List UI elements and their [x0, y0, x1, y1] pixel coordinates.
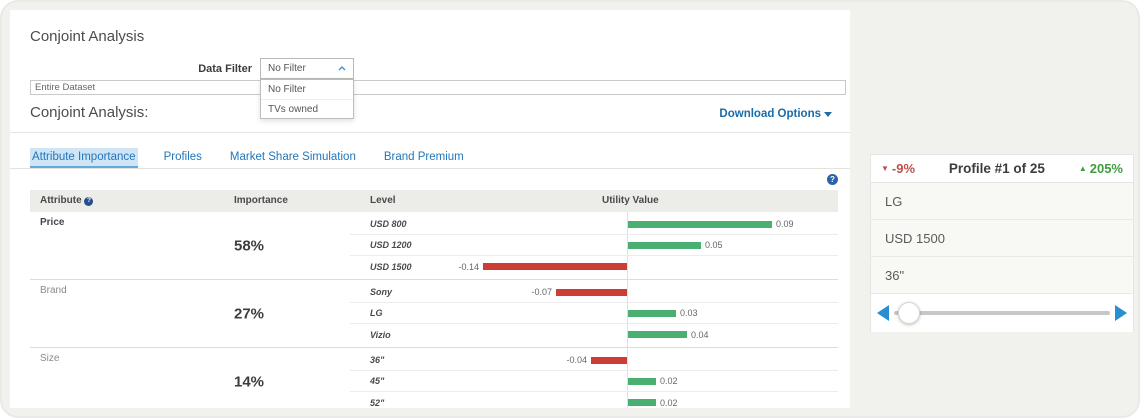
column-header-importance: Importance — [234, 195, 288, 206]
column-header-utility-value: Utility Value — [602, 195, 659, 206]
profile-row-2: 36" — [871, 257, 1133, 294]
dataset-field[interactable] — [30, 80, 846, 95]
column-header-attribute: Attribute ? — [40, 190, 94, 212]
section-title: Conjoint Analysis: — [30, 104, 149, 121]
level-row: 45" 0.02 — [350, 371, 838, 392]
level-label: 45" — [370, 376, 385, 386]
utility-value-label: -0.07 — [531, 287, 552, 297]
slider-prev-arrow[interactable] — [877, 305, 889, 321]
table-help-icon[interactable]: ? — [827, 174, 838, 185]
utility-value-label: 0.05 — [705, 240, 723, 250]
level-row: 52" 0.02 — [350, 392, 838, 408]
data-filter-label: Data Filter — [198, 63, 252, 75]
tab-attribute-importance[interactable]: Attribute Importance — [30, 148, 138, 168]
utility-value-label: 0.02 — [660, 376, 678, 386]
profile-attribute-list: LG USD 1500 36" — [871, 183, 1133, 294]
tabbar-underline — [10, 168, 850, 169]
utility-value-label: -0.04 — [566, 355, 587, 365]
utility-table-body: Price 58% USD 800 0.09 USD 1200 0.05 USD 1500 -… — [30, 212, 838, 408]
utility-bar — [628, 399, 656, 406]
level-rows: Sony -0.07 LG 0.03 Vizio 0.04 — [350, 282, 838, 345]
utility-value-label: 0.04 — [691, 329, 709, 340]
profile-title: Profile #1 of 25 — [948, 161, 1045, 176]
download-options-button[interactable]: Download Options — [719, 108, 832, 120]
level-label: 36" — [370, 355, 385, 365]
utility-bar — [628, 331, 687, 338]
level-label: 52" — [370, 397, 385, 408]
importance-value: 27% — [234, 305, 265, 322]
level-row: 36" -0.04 — [350, 350, 838, 371]
utility-bar — [556, 289, 627, 296]
page-title: Conjoint Analysis — [30, 28, 145, 45]
chevron-up-icon — [338, 66, 346, 71]
level-rows: USD 800 0.09 USD 1200 0.05 USD 1500 -0.14 — [350, 214, 838, 277]
level-label: USD 800 — [370, 219, 407, 229]
triangle-up-icon: ▲ — [1078, 164, 1087, 173]
conjoint-analysis-card: Conjoint Analysis Data Filter No Filter … — [10, 10, 850, 408]
level-row: Sony -0.07 — [350, 282, 838, 303]
level-label: USD 1500 — [370, 261, 412, 272]
column-header-level: Level — [370, 195, 396, 206]
utility-bar — [628, 221, 772, 228]
profile-row-1: USD 1500 — [871, 220, 1133, 257]
profile-decrease-badge: ▼ -9% — [881, 161, 916, 176]
chevron-down-icon — [824, 111, 832, 117]
tab-bar: Attribute Importance Profiles Market Share… — [30, 144, 466, 168]
level-label: LG — [370, 308, 383, 318]
slider-track[interactable] — [894, 302, 1110, 324]
triangle-down-icon: ▼ — [881, 164, 889, 173]
tab-market-share-simulation[interactable]: Market Share Simulation — [229, 151, 356, 163]
tab-profiles[interactable]: Profiles — [163, 151, 202, 163]
level-row: USD 800 0.09 — [350, 214, 838, 235]
level-row: LG 0.03 — [350, 303, 838, 324]
attribute-name: Price — [40, 217, 65, 228]
utility-value-label: 0.09 — [776, 219, 794, 229]
level-rows: 36" -0.04 45" 0.02 52" 0.02 — [350, 350, 838, 408]
importance-value: 14% — [234, 373, 265, 390]
attribute-group-size: Size 14% 36" -0.04 45" 0.02 52" 0.02 — [30, 347, 838, 408]
utility-value-label: 0.03 — [680, 308, 698, 318]
attribute-name: Size — [40, 353, 60, 364]
utility-bar — [591, 357, 627, 364]
utility-zero-axis — [627, 212, 628, 408]
attribute-name: Brand — [40, 285, 67, 296]
utility-bar — [628, 310, 676, 317]
data-filter-menu: No Filter TVs owned — [260, 79, 354, 119]
profile-slider — [871, 294, 1133, 332]
utility-value-label: 0.02 — [660, 397, 678, 408]
importance-value: 58% — [234, 237, 265, 254]
level-row: Vizio 0.04 — [350, 324, 838, 345]
attribute-group-brand: Brand 27% Sony -0.07 LG 0.03 Vizio 0.04 — [30, 279, 838, 347]
filter-option-1[interactable]: TVs owned — [261, 99, 353, 118]
attribute-help-icon[interactable]: ? — [84, 196, 94, 206]
profile-row-0: LG — [871, 183, 1133, 220]
profile-increase-badge: ▲ 205% — [1078, 161, 1123, 176]
slider-next-arrow[interactable] — [1115, 305, 1127, 321]
level-label: Sony — [370, 287, 393, 297]
utility-bar — [628, 242, 701, 249]
header-divider — [10, 132, 850, 133]
data-filter-select[interactable]: No Filter — [260, 58, 354, 79]
slider-handle[interactable] — [898, 302, 921, 324]
level-row: USD 1200 0.05 — [350, 235, 838, 256]
profile-header: ▼ -9% Profile #1 of 25 ▲ 205% — [871, 155, 1133, 183]
attribute-group-price: Price 58% USD 800 0.09 USD 1200 0.05 USD 1500 -… — [30, 212, 838, 279]
filter-option-0[interactable]: No Filter — [268, 84, 306, 95]
profile-card: ▼ -9% Profile #1 of 25 ▲ 205% LG USD 1500… — [870, 154, 1134, 332]
tab-brand-premium[interactable]: Brand Premium — [383, 151, 464, 163]
utility-bar — [628, 378, 656, 385]
utility-value-label: -0.14 — [458, 261, 479, 272]
utility-bar — [483, 263, 627, 270]
data-filter-selected-value: No Filter — [268, 63, 306, 74]
level-label: USD 1200 — [370, 240, 412, 250]
level-label: Vizio — [370, 329, 391, 340]
table-header-row: Attribute ? Importance Level Utility Val… — [30, 190, 838, 212]
level-row: USD 1500 -0.14 — [350, 256, 838, 277]
